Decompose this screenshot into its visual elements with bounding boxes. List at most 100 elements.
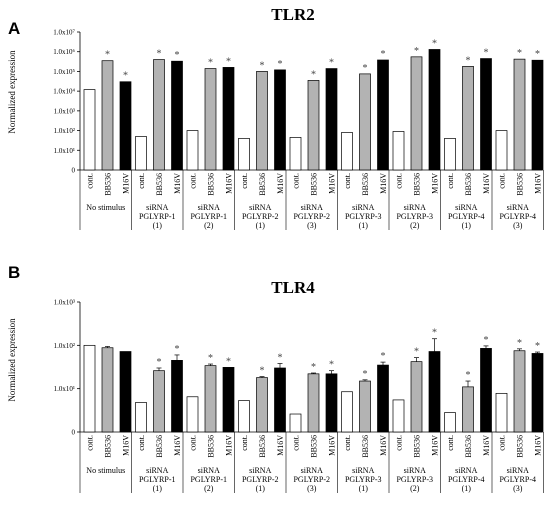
- bar-m16v: [377, 364, 389, 433]
- group-label: PGLYRP-2: [242, 475, 279, 484]
- group-label: siRNA: [455, 466, 477, 475]
- group-label: PGLYRP-1: [190, 475, 227, 484]
- x-tick-label: BB536: [361, 173, 370, 196]
- y-axis-label-a: Normalized expression: [7, 50, 17, 134]
- group-label: No stimulus: [86, 203, 125, 212]
- bar-cont: [238, 400, 250, 433]
- x-tick-label: BB536: [207, 435, 216, 458]
- bar-m16v: [171, 360, 183, 433]
- x-tick-label: cont.: [292, 435, 301, 451]
- significance-star: *: [226, 356, 231, 367]
- group-label: PGLYRP-4: [499, 475, 536, 484]
- group-label: PGLYRP-1: [139, 475, 176, 484]
- x-tick-label: cont.: [498, 173, 507, 189]
- bar-bb536: [513, 58, 526, 171]
- group-label: (2): [204, 484, 214, 493]
- x-tick-label: M16V: [173, 173, 182, 194]
- bar-cont: [444, 412, 456, 433]
- x-tick-label: cont.: [395, 435, 404, 451]
- significance-star: *: [466, 55, 471, 66]
- x-tick-label: cont.: [240, 173, 249, 189]
- group-label: siRNA: [404, 203, 426, 212]
- bar-bb536: [153, 370, 165, 433]
- x-tick-label: M16V: [328, 173, 337, 194]
- significance-star: *: [208, 58, 213, 69]
- bar-cont: [341, 132, 353, 171]
- chart-title-tlr4: TLR4: [271, 278, 315, 297]
- group-label: No stimulus: [86, 466, 125, 475]
- bar-bb536: [204, 68, 217, 171]
- bar-cont: [186, 396, 199, 433]
- x-tick-label: M16V: [225, 173, 234, 194]
- x-tick-label: cont.: [86, 435, 95, 451]
- x-tick-label: cont.: [240, 435, 249, 451]
- x-tick-label: cont.: [86, 173, 95, 189]
- group-label: siRNA: [352, 466, 374, 475]
- significance-star: *: [432, 38, 437, 49]
- significance-star: *: [175, 50, 180, 61]
- group-label: (1): [256, 221, 266, 230]
- group-label: siRNA: [301, 466, 323, 475]
- bar-m16v: [222, 367, 235, 433]
- x-tick-label: M16V: [122, 435, 131, 456]
- bar-bb536: [410, 56, 423, 171]
- group-label: (1): [153, 221, 163, 230]
- x-tick-label: BB536: [361, 435, 370, 458]
- bar-m16v: [325, 68, 338, 171]
- x-tick-label: BB536: [207, 173, 216, 196]
- group-label: (3): [513, 484, 523, 493]
- y-axis-label-b: Normalized expression: [7, 318, 17, 402]
- y-tick-label: 1.0x10¹: [54, 147, 75, 155]
- x-tick-label: M16V: [379, 173, 388, 194]
- group-label: (3): [513, 221, 523, 230]
- x-tick-label: BB536: [516, 173, 525, 196]
- x-tick-label: cont.: [446, 173, 455, 189]
- bar-m16v: [531, 59, 544, 171]
- group-label: siRNA: [146, 203, 168, 212]
- x-tick-label: cont.: [137, 435, 146, 451]
- bar-m16v: [119, 81, 132, 171]
- significance-star: *: [381, 49, 386, 60]
- group-label: PGLYRP-1: [139, 212, 176, 221]
- bar-m16v: [531, 353, 544, 433]
- group-label: (2): [410, 484, 420, 493]
- group-label: (1): [462, 484, 472, 493]
- group-label: (1): [153, 484, 163, 493]
- bar-bb536: [204, 365, 217, 433]
- bar-cont: [186, 130, 199, 171]
- x-tick-label: BB536: [310, 173, 319, 196]
- bar-m16v: [274, 69, 286, 171]
- bar-bb536: [307, 373, 320, 433]
- x-tick-label: BB536: [464, 173, 473, 196]
- bar-cont: [135, 402, 147, 433]
- x-tick-label: cont.: [446, 435, 455, 451]
- bar-m16v: [377, 59, 389, 171]
- panel-letter-a: A: [8, 19, 20, 38]
- significance-star: *: [414, 46, 419, 57]
- group-label: siRNA: [146, 466, 168, 475]
- bar-cont: [495, 392, 508, 433]
- bar-cont: [392, 399, 405, 433]
- bar-m16v: [480, 348, 492, 433]
- significance-star: *: [535, 341, 540, 352]
- significance-star: *: [311, 362, 316, 373]
- y-tick-label: 1.0x10⁶: [53, 48, 75, 56]
- significance-star: *: [329, 360, 334, 371]
- group-label: PGLYRP-1: [190, 212, 227, 221]
- group-label: siRNA: [455, 203, 477, 212]
- significance-star: *: [260, 366, 265, 377]
- significance-star: *: [484, 335, 489, 346]
- significance-star: *: [432, 328, 437, 339]
- bar-bb536: [410, 361, 423, 433]
- significance-star: *: [311, 69, 316, 80]
- x-tick-label: cont.: [189, 435, 198, 451]
- y-tick-label: 0: [72, 167, 76, 175]
- y-tick-label: 1.0x10⁵: [53, 68, 75, 76]
- group-label: (3): [307, 484, 317, 493]
- y-tick-label: 1.0x10²: [54, 127, 75, 135]
- bar-m16v: [171, 60, 183, 171]
- bar-cont: [444, 138, 456, 171]
- bar-cont: [392, 131, 405, 171]
- bar-cont: [83, 344, 96, 433]
- x-tick-label: cont.: [137, 173, 146, 189]
